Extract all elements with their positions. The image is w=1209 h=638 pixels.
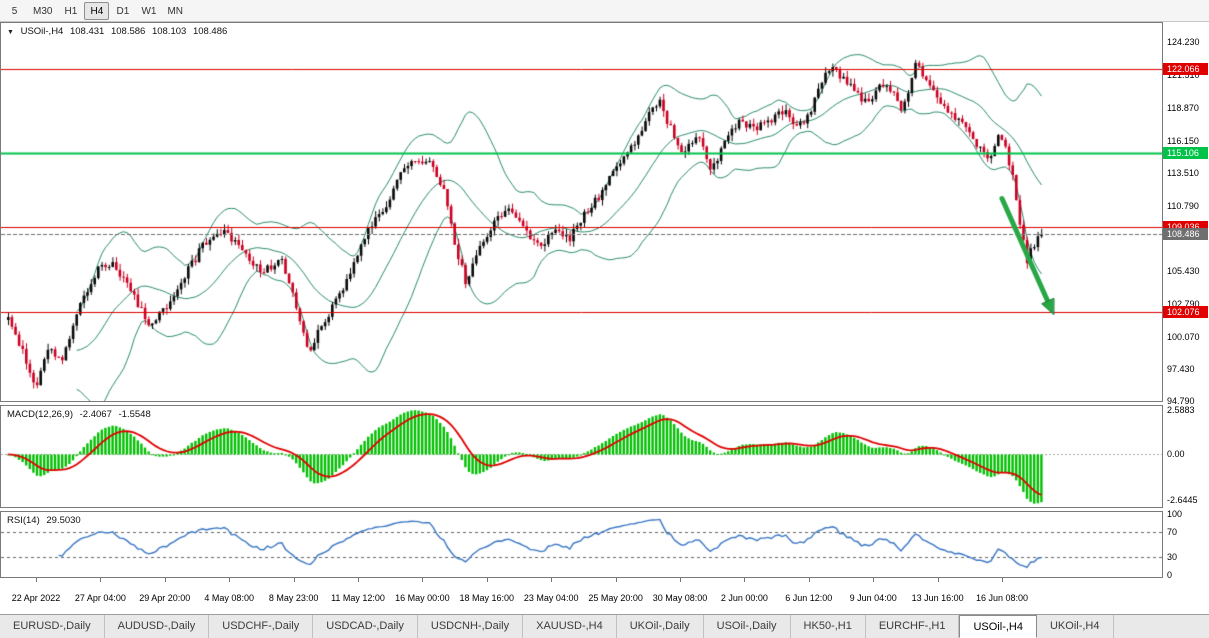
price-axis[interactable]: 124.230 121.510 118.870 116.150 113.510 110.7… bbox=[1163, 22, 1209, 580]
rsi-axis-label: 70 bbox=[1167, 527, 1178, 538]
timeframe-button-mn[interactable]: MN bbox=[167, 5, 184, 17]
time-axis-tick bbox=[744, 578, 746, 582]
price-badge-102-076: 102.076 bbox=[1163, 306, 1208, 319]
macd-axis-label: -2.6445 bbox=[1167, 494, 1198, 505]
chart-header: ▼ USOil-,H4 108.431 108.586 108.103 108.… bbox=[7, 26, 231, 37]
tab-audusd-daily[interactable]: AUDUSD-,Daily bbox=[105, 615, 210, 638]
price-badge-115-106: 115.106 bbox=[1163, 147, 1208, 160]
tab-hk50-h1[interactable]: HK50-,H1 bbox=[791, 615, 866, 638]
tab-usdchf-daily[interactable]: USDCHF-,Daily bbox=[209, 615, 314, 638]
price-badge-108-486: 108.486 bbox=[1163, 228, 1208, 241]
price-axis-label: 121.510 bbox=[1167, 70, 1200, 81]
time-axis-tick bbox=[293, 578, 295, 582]
rsi-header: RSI(14) 29.5030 bbox=[7, 515, 85, 526]
timeframe-button-5[interactable]: 5 bbox=[11, 5, 18, 17]
time-axis-label: 23 May 04:00 bbox=[523, 593, 579, 603]
price-axis-label: 100.070 bbox=[1167, 331, 1200, 342]
tab-ukoil-daily[interactable]: UKOil-,Daily bbox=[617, 615, 704, 638]
macd-header: MACD(12,26,9) -2.4067 -1.5548 bbox=[7, 409, 155, 420]
time-axis-tick bbox=[551, 578, 553, 582]
time-axis-tick bbox=[808, 578, 810, 582]
price-axis-label: 97.430 bbox=[1167, 363, 1195, 374]
time-axis-tick bbox=[1002, 578, 1003, 582]
price-axis-label: 124.230 bbox=[1167, 37, 1200, 48]
time-axis-tick bbox=[873, 578, 875, 582]
time-axis-tick bbox=[486, 578, 488, 582]
time-axis-label: 30 May 08:00 bbox=[652, 593, 708, 603]
macd-pane: MACD(12,26,9) -2.4067 -1.5548 bbox=[0, 405, 1163, 508]
time-axis-label: 13 Jun 16:00 bbox=[911, 593, 964, 603]
price-axis-label: 102.790 bbox=[1167, 298, 1200, 309]
ohlc-high: 108.586 bbox=[110, 26, 146, 37]
time-axis-label: 8 May 23:00 bbox=[268, 593, 319, 603]
macd-axis-label: 2.5883 bbox=[1167, 404, 1195, 415]
time-axis-tick bbox=[36, 578, 37, 582]
time-axis-label: 16 May 00:00 bbox=[395, 593, 450, 603]
tab-usdcnh-daily[interactable]: USDCNH-,Daily bbox=[418, 615, 524, 638]
macd-label: MACD(12,26,9) bbox=[7, 409, 73, 420]
macd-axis-label: 0.00 bbox=[1167, 449, 1185, 460]
ohlc-open: 108.431 bbox=[69, 26, 105, 37]
main-chart-canvas[interactable] bbox=[1, 23, 1162, 401]
price-axis-label: 94.790 bbox=[1167, 396, 1195, 407]
rsi-axis-label: 100 bbox=[1167, 509, 1183, 519]
macd-value-main: -2.4067 bbox=[79, 409, 112, 420]
price-axis-label: 113.510 bbox=[1167, 167, 1199, 178]
tab-usdcad-daily[interactable]: USDCAD-,Daily bbox=[313, 615, 418, 638]
time-axis-label: 9 Jun 04:00 bbox=[849, 593, 897, 603]
time-axis-tick bbox=[100, 578, 102, 582]
symbol-dropdown-icon[interactable]: ▼ bbox=[7, 29, 14, 36]
tab-usoil-daily[interactable]: USOil-,Daily bbox=[704, 615, 791, 638]
rsi-value: 29.5030 bbox=[46, 515, 81, 526]
time-axis-label: 29 Apr 20:00 bbox=[139, 593, 191, 603]
time-axis-tick bbox=[164, 578, 166, 582]
time-axis-label: 11 May 12:00 bbox=[331, 593, 385, 603]
timeframe-button-h1[interactable]: H1 bbox=[64, 5, 78, 17]
price-axis-label: 116.150 bbox=[1167, 135, 1199, 146]
time-axis[interactable]: 22 Apr 2022 27 Apr 04:00 29 Apr 20:00 4 May… bbox=[0, 578, 1163, 614]
ohlc-low: 108.103 bbox=[151, 26, 187, 37]
price-axis-label: 110.790 bbox=[1167, 201, 1199, 212]
time-axis-tick bbox=[615, 578, 617, 582]
time-axis-label: 4 May 08:00 bbox=[204, 593, 254, 603]
ohlc-close: 108.486 bbox=[192, 26, 228, 37]
timeframe-button-d1[interactable]: D1 bbox=[116, 5, 130, 17]
rsi-axis-label: 30 bbox=[1167, 551, 1178, 562]
time-axis-label: 6 Jun 12:00 bbox=[785, 593, 833, 603]
time-axis-label: 27 Apr 04:00 bbox=[74, 593, 126, 603]
time-axis-tick bbox=[680, 578, 681, 582]
time-axis-label: 16 Jun 08:00 bbox=[975, 593, 1029, 603]
time-axis-label: 2 Jun 00:00 bbox=[720, 593, 768, 603]
time-axis-tick bbox=[422, 578, 424, 582]
tab-ukoil-h4[interactable]: UKOil-,H4 bbox=[1037, 615, 1114, 638]
timeframe-button-m30[interactable]: M30 bbox=[33, 5, 53, 17]
timeframe-button-w1[interactable]: W1 bbox=[141, 5, 157, 17]
timeframe-button-h4[interactable]: H4 bbox=[84, 1, 110, 20]
rsi-axis-label: 0 bbox=[1167, 570, 1173, 580]
chart-symbol: USOil-,H4 bbox=[20, 26, 64, 37]
chart-tab-bar: EURUSD-,Daily AUDUSD-,Daily USDCHF-,Daily U… bbox=[0, 614, 1209, 638]
tab-eurusd-daily[interactable]: EURUSD-,Daily bbox=[0, 615, 105, 638]
time-axis-label: 25 May 20:00 bbox=[588, 593, 643, 603]
time-axis-label: 22 Apr 2022 bbox=[11, 593, 61, 603]
price-axis-label: 105.430 bbox=[1167, 266, 1200, 277]
timeframe-toolbar: 5 M30 H1 H4 D1 W1 MN bbox=[0, 0, 1209, 22]
price-axis-label: 118.870 bbox=[1167, 102, 1199, 113]
rsi-label: RSI(14) bbox=[7, 515, 40, 526]
time-axis-label: 18 May 16:00 bbox=[459, 593, 515, 603]
macd-value-signal: -1.5548 bbox=[118, 409, 151, 420]
tab-xauusd-h4[interactable]: XAUUSD-,H4 bbox=[523, 615, 617, 638]
rsi-canvas[interactable] bbox=[1, 512, 1162, 577]
time-axis-tick bbox=[229, 578, 231, 582]
rsi-pane: RSI(14) 29.5030 bbox=[0, 511, 1163, 578]
price-badge-122-066: 122.066 bbox=[1163, 62, 1208, 75]
tab-eurchf-h1[interactable]: EURCHF-,H1 bbox=[866, 615, 960, 638]
time-axis-tick bbox=[937, 578, 939, 582]
time-axis-tick bbox=[358, 578, 359, 582]
macd-canvas[interactable] bbox=[1, 406, 1162, 507]
main-chart-pane: ▼ USOil-,H4 108.431 108.586 108.103 108.… bbox=[0, 22, 1163, 402]
tab-usoil-h4[interactable]: USOil-,H4 bbox=[959, 615, 1037, 638]
